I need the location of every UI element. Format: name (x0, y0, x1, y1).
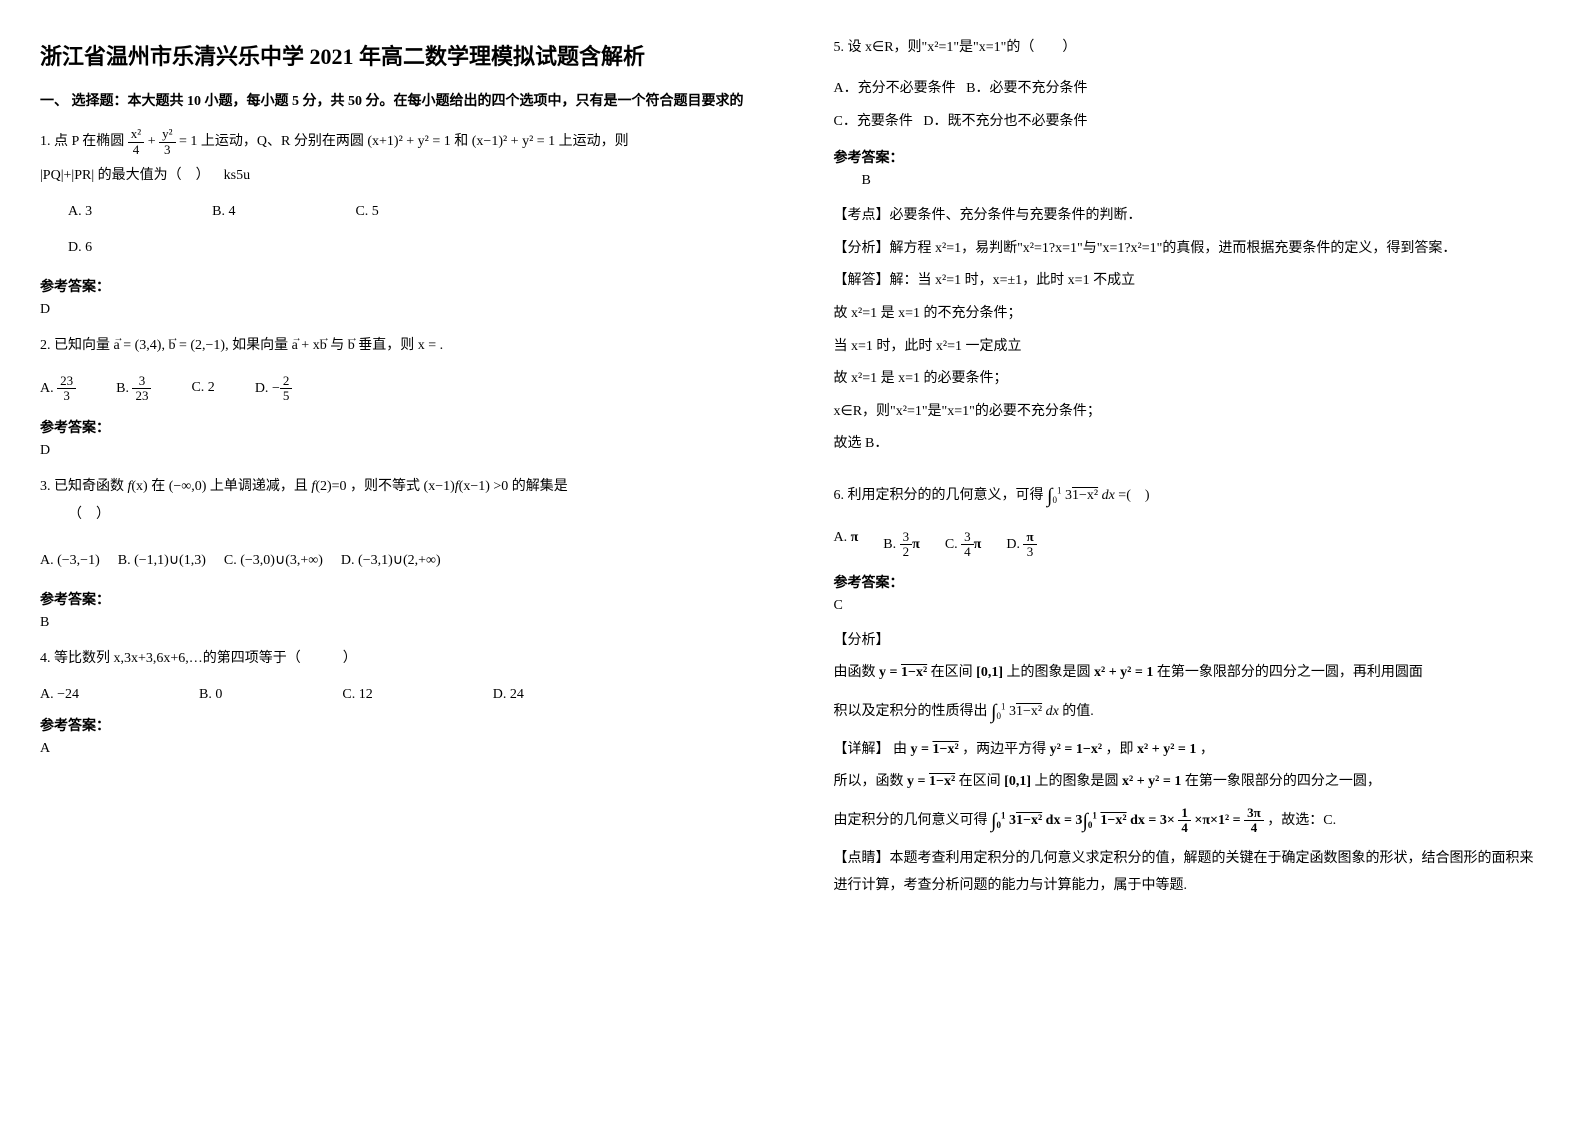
q5-opt-d: D．既不充分也不必要条件 (923, 114, 1087, 129)
q5-jieda5: x∈R，则"x²=1"是"x=1"的必要不充分条件； (834, 399, 1548, 426)
q6-xj6: 在区间 (959, 774, 1001, 789)
q6-xiangjie-label: 【详解】 (834, 742, 890, 757)
question-1: 1. 点 P 在椭圆 x²4 + y²3 = 1 上运动，Q、R 分别在两圆 (… (40, 127, 753, 261)
q5-opt-a: A．充分不必要条件 (834, 81, 956, 96)
q5-opt-c: C．充要条件 (834, 114, 913, 129)
q4-answer-label: 参考答案： (40, 715, 753, 735)
q5-jieda4: 故 x²=1 是 x=1 的必要条件； (834, 366, 1548, 393)
q2-eq1: = (3,4), (123, 338, 165, 353)
q5-opt-b: B．必要不充分条件 (966, 81, 1087, 96)
q1-opt-b: B. 4 (212, 198, 235, 226)
q6-opt-d: D. (1006, 537, 1020, 552)
q1-mid1: 上运动，Q、R 分别在两圆 (201, 134, 364, 149)
q6-dianjing-label: 【点睛】 (834, 851, 890, 866)
q3-text: 3. 已知奇函数 (40, 479, 124, 494)
q2-eq2: = (2,−1), (179, 338, 229, 353)
section1-heading: 一、 选择题：本大题共 10 小题，每小题 5 分，共 50 分。在每小题给出的… (40, 91, 753, 113)
q3-opt-b: B. (118, 553, 131, 568)
q6-answer: C (834, 598, 1548, 614)
q3-mid3: ，则不等式 (350, 479, 420, 494)
q6-fenxi-4: 在第一象限部分的四分之一圆，再利用圆面 (1157, 665, 1423, 680)
q1-tail: 的最大值为（ ） (98, 168, 210, 183)
question-6: 6. 利用定积分的的几何意义，可得 ∫01 31−x² dx =( ) (834, 476, 1548, 516)
q6-xj8: 在第一象限部分的四分之一圆， (1185, 774, 1381, 789)
q3-opt-a: A. (40, 553, 54, 568)
q2-opt-c: C. 2 (191, 374, 214, 404)
page-title: 浙江省温州市乐清兴乐中学 2021 年高二数学理模拟试题含解析 (40, 40, 753, 73)
question-3: 3. 已知奇函数 f(x) 在 (−∞,0) 上单调递减，且 f(2)=0 ，则… (40, 473, 753, 575)
q6-xj1: 由 (893, 742, 907, 757)
q3-paren: （ ） (40, 501, 753, 529)
q5-answer-label: 参考答案： (834, 147, 1548, 167)
q2-answer-label: 参考答案： (40, 417, 753, 437)
q5-jieda1: 解：当 x²=1 时，x=±1，此时 x=1 不成立 (890, 273, 1136, 288)
q2-mid: 如果向量 (232, 338, 288, 353)
q5-fenxi: 解方程 x²=1，易判断"x²=1?x=1"与"x=1?x²=1"的真假，进而根… (890, 241, 1457, 256)
q6-text: 6. 利用定积分的的几何意义，可得 (834, 488, 1044, 503)
q3-opt-d: D. (341, 553, 355, 568)
q6-xj2: ，两边平方得 (962, 742, 1046, 757)
q1-ks: ks5u (224, 168, 250, 183)
q2-text: 2. 已知向量 (40, 338, 110, 353)
q6-opt-b: B. (883, 537, 896, 552)
q6-fenxi-6: 的值. (1062, 704, 1094, 719)
q5-fenxi-label: 【分析】 (834, 241, 890, 256)
q5-answer: B (834, 173, 1548, 189)
q1-opt-d: D. 6 (68, 234, 753, 262)
q6-xj10: ，故选：C. (1267, 813, 1336, 828)
q6-xj3: ，即 (1106, 742, 1134, 757)
q4-answer: A (40, 741, 753, 757)
question-5: 5. 设 x∈R，则"x²=1"是"x=1"的（ ） (834, 34, 1548, 62)
q5-kaodian-label: 【考点】 (834, 208, 890, 223)
q6-xj9: 由定积分的几何意义可得 (834, 813, 988, 828)
q1-mid3: 上运动，则 (559, 134, 629, 149)
q6-fenxi-1: 由函数 (834, 665, 876, 680)
q6-xj4: ， (1200, 742, 1214, 757)
q1-opt-a: A. 3 (68, 198, 92, 226)
q3-answer-label: 参考答案： (40, 589, 753, 609)
q3-opt-c: C. (224, 553, 237, 568)
question-2: 2. 已知向量 a = (3,4), b = (2,−1), 如果向量 a + … (40, 332, 753, 404)
q4-opt-a: A. −24 (40, 687, 79, 703)
q2-answer: D (40, 443, 753, 459)
q4-opt-c: C. 12 (342, 687, 372, 703)
q6-fenxi-2: 在区间 (931, 665, 973, 680)
q3-mid2: 上单调递减，且 (210, 479, 308, 494)
q2-mid2: 与 (330, 338, 344, 353)
q1-answer: D (40, 302, 753, 318)
q5-jieda-label: 【解答】 (834, 273, 890, 288)
q6-dianjing: 本题考查利用定积分的几何意义求定积分的值，解题的关键在于确定函数图象的形状，结合… (834, 851, 1534, 893)
q6-fenxi-5: 积以及定积分的性质得出 (834, 704, 988, 719)
q6-tail: =( ) (1118, 488, 1149, 503)
q1-answer-label: 参考答案： (40, 276, 753, 296)
q5-kaodian: 必要条件、充分条件与充要条件的判断． (890, 208, 1142, 223)
q6-xj5: 所以，函数 (834, 774, 904, 789)
q1-opt-c: C. 5 (355, 198, 378, 226)
q3-answer: B (40, 615, 753, 631)
q5-jieda3: 当 x=1 时，此时 x²=1 一定成立 (834, 334, 1548, 361)
question-4: 4. 等比数列 x,3x+3,6x+6,…的第四项等于（ ） (40, 645, 753, 673)
q6-opt-c: C. (945, 537, 958, 552)
q6-xj7: 上的图象是圆 (1035, 774, 1119, 789)
q1-pre: 1. 点 P 在椭圆 (40, 134, 124, 149)
q2-opt-a: A. (40, 381, 54, 396)
q6-fenxi-label: 【分析】 (834, 628, 1548, 655)
q3-mid1: 在 (151, 479, 165, 494)
q2-opt-b: B. (116, 381, 129, 396)
q6-opt-a: A. (834, 530, 848, 545)
q4-opt-b: B. 0 (199, 687, 222, 703)
q2-tail: 垂直，则 x = . (358, 338, 443, 353)
q1-mid2: 和 (454, 134, 468, 149)
q5-jieda6: 故选 B． (834, 431, 1548, 458)
q4-opt-d: D. 24 (493, 687, 524, 703)
q5-jieda2: 故 x²=1 是 x=1 的不充分条件； (834, 301, 1548, 328)
q3-tail: >0 的解集是 (493, 479, 567, 494)
q2-opt-d: D. (255, 381, 269, 396)
q6-fenxi-3: 上的图象是圆 (1007, 665, 1091, 680)
q6-answer-label: 参考答案： (834, 572, 1548, 592)
